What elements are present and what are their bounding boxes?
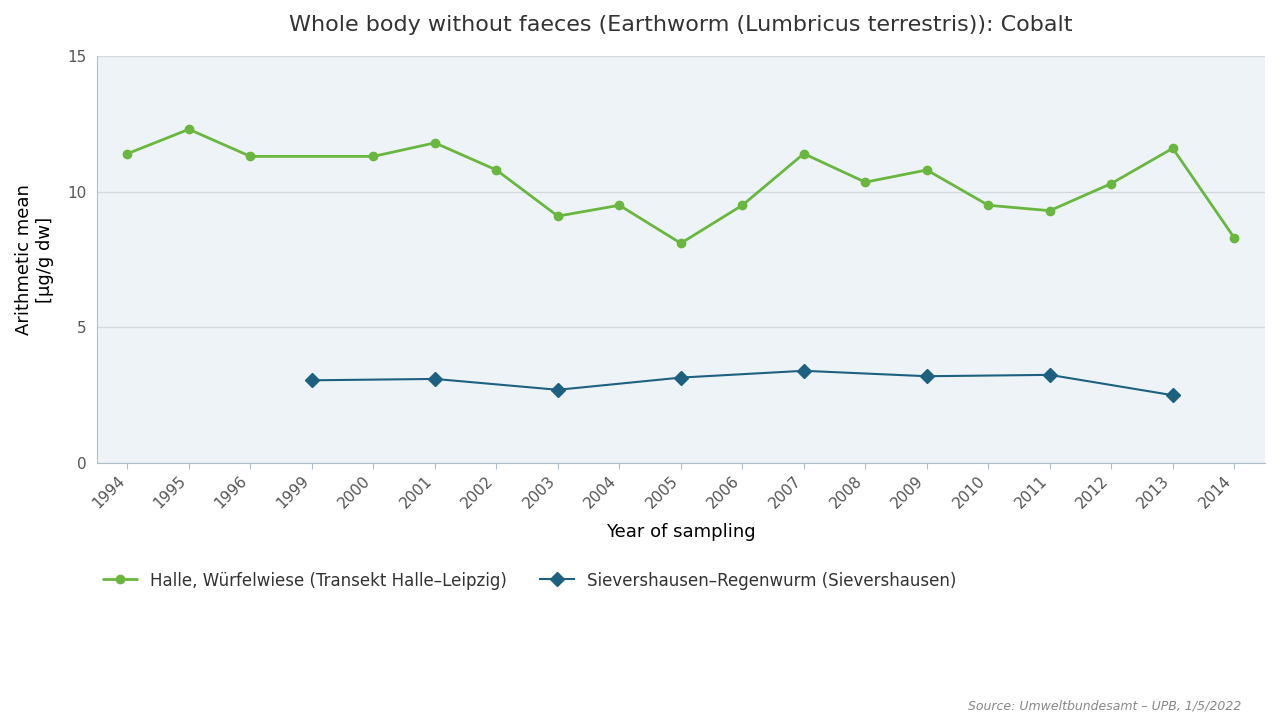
- Sievershausen–Regenwurm (Sievershausen): [305, 376, 320, 384]
- Sievershausen–Regenwurm (Sievershausen): [919, 372, 934, 381]
- Y-axis label: Arithmetic mean
[µg/g dw]: Arithmetic mean [µg/g dw]: [15, 184, 54, 335]
- Sievershausen–Regenwurm (Sievershausen): [673, 373, 689, 382]
- Text: Source: Umweltbundesamt – UPB, 1/5/2022: Source: Umweltbundesamt – UPB, 1/5/2022: [968, 700, 1242, 713]
- Halle, Würfelwiese (Transekt Halle–Leipzig): [735, 201, 750, 210]
- Halle, Würfelwiese (Transekt Halle–Leipzig): [612, 201, 627, 210]
- Halle, Würfelwiese (Transekt Halle–Leipzig): [858, 178, 873, 186]
- Halle, Würfelwiese (Transekt Halle–Leipzig): [1165, 144, 1180, 153]
- Halle, Würfelwiese (Transekt Halle–Leipzig): [796, 149, 812, 158]
- Halle, Würfelwiese (Transekt Halle–Leipzig): [980, 201, 996, 210]
- Sievershausen–Regenwurm (Sievershausen): [796, 366, 812, 375]
- Halle, Würfelwiese (Transekt Halle–Leipzig): [1103, 179, 1119, 188]
- Halle, Würfelwiese (Transekt Halle–Leipzig): [182, 125, 197, 134]
- Halle, Würfelwiese (Transekt Halle–Leipzig): [919, 166, 934, 174]
- Halle, Würfelwiese (Transekt Halle–Leipzig): [550, 212, 566, 220]
- Sievershausen–Regenwurm (Sievershausen): [1042, 371, 1057, 379]
- Legend: Halle, Würfelwiese (Transekt Halle–Leipzig), Sievershausen–Regenwurm (Sievershau: Halle, Würfelwiese (Transekt Halle–Leipz…: [97, 564, 963, 596]
- Halle, Würfelwiese (Transekt Halle–Leipzig): [673, 239, 689, 248]
- Sievershausen–Regenwurm (Sievershausen): [550, 385, 566, 394]
- Line: Halle, Würfelwiese (Transekt Halle–Leipzig): Halle, Würfelwiese (Transekt Halle–Leipz…: [123, 125, 1239, 248]
- Line: Sievershausen–Regenwurm (Sievershausen): Sievershausen–Regenwurm (Sievershausen): [307, 366, 1178, 400]
- Halle, Würfelwiese (Transekt Halle–Leipzig): [428, 138, 443, 147]
- Sievershausen–Regenwurm (Sievershausen): [428, 374, 443, 383]
- Halle, Würfelwiese (Transekt Halle–Leipzig): [1042, 207, 1057, 215]
- Halle, Würfelwiese (Transekt Halle–Leipzig): [366, 152, 381, 161]
- Halle, Würfelwiese (Transekt Halle–Leipzig): [1226, 233, 1242, 242]
- Title: Whole body without faeces (Earthworm (Lumbricus terrestris)): Cobalt: Whole body without faeces (Earthworm (Lu…: [289, 15, 1073, 35]
- Halle, Würfelwiese (Transekt Halle–Leipzig): [243, 152, 259, 161]
- Halle, Würfelwiese (Transekt Halle–Leipzig): [489, 166, 504, 174]
- X-axis label: Year of sampling: Year of sampling: [605, 523, 755, 541]
- Halle, Würfelwiese (Transekt Halle–Leipzig): [120, 149, 136, 158]
- Sievershausen–Regenwurm (Sievershausen): [1165, 391, 1180, 400]
